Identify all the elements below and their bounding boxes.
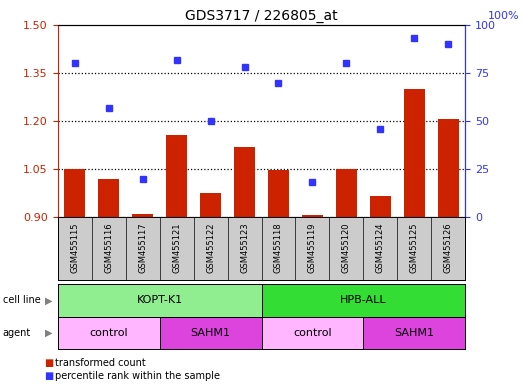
Bar — [58, 317, 160, 349]
Bar — [262, 284, 465, 317]
Text: ■: ■ — [44, 371, 54, 381]
Bar — [268, 170, 289, 217]
Text: transformed count: transformed count — [55, 358, 146, 368]
Text: GSM455115: GSM455115 — [70, 222, 79, 273]
Text: control: control — [89, 328, 128, 338]
Text: ▶: ▶ — [45, 295, 52, 306]
Text: 100%: 100% — [488, 11, 519, 21]
Bar — [64, 169, 85, 217]
Text: GSM455120: GSM455120 — [342, 222, 351, 273]
Text: SAHM1: SAHM1 — [190, 328, 231, 338]
Bar — [200, 193, 221, 217]
Text: GSM455119: GSM455119 — [308, 222, 317, 273]
Bar — [336, 169, 357, 217]
Text: GSM455126: GSM455126 — [444, 222, 453, 273]
Bar — [370, 196, 391, 217]
Bar — [132, 214, 153, 217]
Text: GSM455121: GSM455121 — [172, 222, 181, 273]
Text: SAHM1: SAHM1 — [394, 328, 435, 338]
Text: GSM455118: GSM455118 — [274, 222, 283, 273]
Bar — [302, 215, 323, 217]
Text: GSM455117: GSM455117 — [138, 222, 147, 273]
Bar — [58, 284, 262, 317]
Text: GSM455122: GSM455122 — [206, 222, 215, 273]
Bar — [166, 136, 187, 217]
Text: GSM455124: GSM455124 — [376, 222, 385, 273]
Bar — [234, 147, 255, 217]
Bar — [404, 89, 425, 217]
Text: ■: ■ — [44, 358, 54, 368]
Text: GSM455123: GSM455123 — [240, 222, 249, 273]
Text: HPB-ALL: HPB-ALL — [340, 295, 387, 306]
Bar — [363, 317, 465, 349]
Title: GDS3717 / 226805_at: GDS3717 / 226805_at — [185, 8, 338, 23]
Text: GSM455125: GSM455125 — [410, 222, 419, 273]
Bar — [98, 179, 119, 217]
Text: agent: agent — [3, 328, 31, 338]
Bar — [160, 317, 262, 349]
Text: control: control — [293, 328, 332, 338]
Text: cell line: cell line — [3, 295, 40, 306]
Bar — [438, 119, 459, 217]
Text: KOPT-K1: KOPT-K1 — [137, 295, 183, 306]
Bar — [262, 317, 363, 349]
Text: percentile rank within the sample: percentile rank within the sample — [55, 371, 220, 381]
Text: GSM455116: GSM455116 — [104, 222, 113, 273]
Text: ▶: ▶ — [45, 328, 52, 338]
